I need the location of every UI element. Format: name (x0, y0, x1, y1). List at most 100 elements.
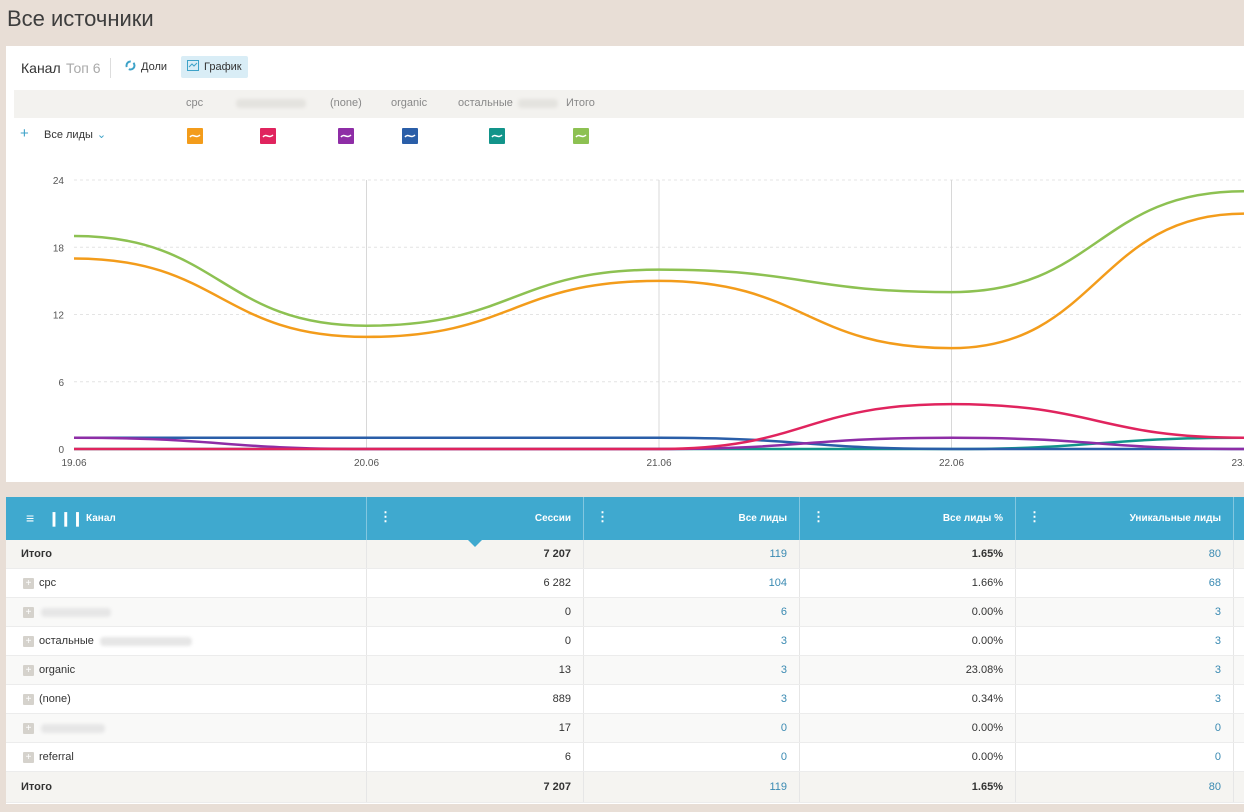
series-toggle-other[interactable] (489, 128, 505, 144)
row-unique[interactable]: 3 (1016, 656, 1234, 684)
total-unique[interactable]: 80 (1016, 540, 1234, 568)
series-line (73, 212, 1244, 350)
expand-row-icon[interactable]: + (23, 664, 34, 676)
series-line (73, 189, 1244, 327)
x-tick-label: 19.06 (61, 458, 86, 469)
series-head-cpc: cpc (186, 97, 204, 109)
row-unique[interactable]: 0 (1016, 714, 1234, 742)
column-header-sessions-label: Сессии (534, 513, 571, 524)
chart-panel: Канал Топ 6 Доли График cpc (none) organ… (6, 46, 1244, 482)
series-toggle-organic[interactable] (402, 128, 418, 144)
column-menu-icon[interactable]: ⋮ (596, 509, 609, 524)
row-name: + referral (6, 743, 367, 771)
series-toggle-cpc[interactable] (187, 128, 203, 144)
y-tick-label: 12 (53, 311, 65, 322)
columns-icon[interactable]: ❙❙❙ (48, 510, 84, 526)
row-unique[interactable]: 3 (1016, 627, 1234, 655)
tab-graph[interactable]: График (181, 56, 248, 78)
expand-row-icon[interactable]: + (23, 635, 34, 647)
expand-row-icon[interactable]: + (23, 751, 34, 763)
series-line (73, 436, 1244, 451)
expand-row-icon[interactable]: + (23, 722, 34, 734)
series-head-total: Итого (566, 97, 595, 109)
row-name: + остальные (6, 627, 367, 655)
series-toggle-total[interactable] (573, 128, 589, 144)
donut-icon (125, 60, 136, 74)
table-row: + 0 6 0.00% 3 (6, 598, 1244, 627)
row-leads-pct: 0.00% (800, 714, 1016, 742)
tab-graph-label: График (204, 61, 242, 73)
metric-row: + Все лиды ⌄ (14, 124, 1244, 148)
row-leads[interactable]: 3 (584, 656, 800, 684)
tab-share-label: Доли (141, 61, 168, 73)
table-row: + cpc 6 282 104 1.66% 68 (6, 569, 1244, 598)
row-leads[interactable]: 104 (584, 569, 800, 597)
row-unique[interactable]: 3 (1016, 685, 1234, 713)
series-toggle-none[interactable] (338, 128, 354, 144)
row-name-label: referral (39, 751, 74, 763)
filter-lines-icon[interactable]: ≡ (26, 510, 35, 526)
tab-share[interactable]: Доли (119, 56, 173, 78)
row-name-hidden (41, 723, 105, 733)
y-tick-label: 6 (58, 378, 64, 389)
x-tick-label: 22.06 (939, 458, 964, 469)
dimension-top-label[interactable]: Топ 6 (66, 60, 101, 76)
column-menu-icon[interactable]: ⋮ (812, 509, 825, 524)
column-menu-icon[interactable]: ⋮ (1028, 509, 1041, 524)
add-metric-button[interactable]: + (20, 125, 29, 142)
footer-total-leads-pct: 1.65% (800, 772, 1016, 802)
row-sessions: 13 (367, 656, 584, 684)
panel-header: Канал Топ 6 Доли График (6, 46, 1244, 88)
footer-total-unique[interactable]: 80 (1016, 772, 1234, 802)
column-menu-icon[interactable]: ⋮ (379, 509, 392, 524)
table-row: + organic 13 3 23.08% 3 (6, 656, 1244, 685)
dimension-label[interactable]: Канал (21, 60, 61, 76)
row-leads-pct: 0.00% (800, 627, 1016, 655)
column-header-sessions[interactable]: ⋮ Сессии (367, 497, 584, 540)
row-leads[interactable]: 3 (584, 627, 800, 655)
row-leads[interactable]: 3 (584, 685, 800, 713)
row-leads[interactable]: 0 (584, 714, 800, 742)
row-unique[interactable]: 68 (1016, 569, 1234, 597)
column-header-leads-label: Все лиды (738, 513, 787, 524)
table-row: + referral 6 0 0.00% 0 (6, 743, 1244, 772)
row-leads-pct: 1.66% (800, 569, 1016, 597)
footer-total-leads[interactable]: 119 (584, 772, 800, 802)
row-leads-pct: 23.08% (800, 656, 1016, 684)
table-footer-total-row: Итого 7 207 119 1.65% 80 (6, 772, 1244, 803)
row-sessions: 889 (367, 685, 584, 713)
column-header-unique-label: Уникальные лиды (1129, 513, 1221, 524)
expand-row-icon[interactable]: + (23, 577, 34, 589)
row-leads[interactable]: 0 (584, 743, 800, 771)
row-name-label: cpc (39, 577, 57, 589)
row-name-hidden (41, 607, 111, 617)
series-toggle-hidden[interactable] (260, 128, 276, 144)
row-name: + (none) (6, 685, 367, 713)
y-tick-label: 0 (58, 445, 64, 456)
total-name: Итого (6, 540, 367, 568)
column-header-leads-pct[interactable]: ⋮ Все лиды % (800, 497, 1016, 540)
column-header-unique[interactable]: ⋮ Уникальные лиды (1016, 497, 1234, 540)
metric-select[interactable]: Все лиды ⌄ (44, 128, 106, 141)
row-sessions: 6 282 (367, 569, 584, 597)
column-header-channel-label: Канал (86, 513, 116, 524)
header-divider (110, 58, 111, 78)
total-leads-pct: 1.65% (800, 540, 1016, 568)
row-unique[interactable]: 3 (1016, 598, 1234, 626)
row-leads-pct: 0.34% (800, 685, 1016, 713)
row-name-hidden (99, 636, 192, 646)
table-row: + остальные 0 3 0.00% 3 (6, 627, 1244, 656)
expand-row-icon[interactable]: + (23, 606, 34, 618)
row-unique[interactable]: 0 (1016, 743, 1234, 771)
row-name: + cpc (6, 569, 367, 597)
row-sessions: 0 (367, 598, 584, 626)
row-sessions: 6 (367, 743, 584, 771)
column-header-leads[interactable]: ⋮ Все лиды (584, 497, 800, 540)
row-leads[interactable]: 6 (584, 598, 800, 626)
expand-row-icon[interactable]: + (23, 693, 34, 705)
data-table: ≡ ❙❙❙ Канал ⋮ Сессии ⋮ Все лиды ⋮ Все ли… (6, 497, 1244, 804)
column-header-channel[interactable]: ≡ ❙❙❙ Канал (6, 497, 367, 540)
y-tick-label: 24 (53, 176, 65, 187)
total-leads[interactable]: 119 (584, 540, 800, 568)
column-header-leads-pct-label: Все лиды % (942, 513, 1003, 524)
